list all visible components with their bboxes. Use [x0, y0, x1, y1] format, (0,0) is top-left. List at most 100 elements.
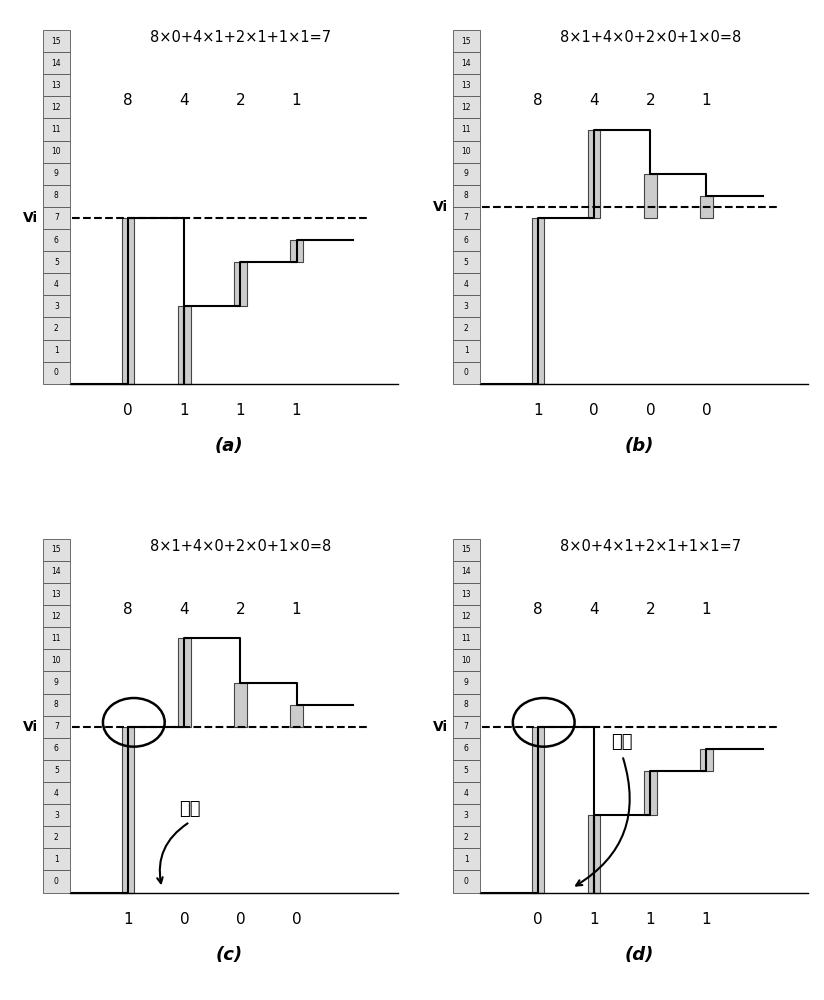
Bar: [43, 30, 70, 52]
Bar: [43, 694, 70, 716]
Bar: [43, 340, 70, 362]
Text: 13: 13: [52, 81, 61, 90]
Bar: [452, 229, 480, 251]
Bar: [234, 262, 246, 306]
Text: 7: 7: [464, 722, 469, 731]
Text: 1: 1: [292, 602, 302, 617]
Bar: [452, 804, 480, 826]
Text: 1: 1: [54, 346, 59, 355]
Bar: [43, 760, 70, 782]
Bar: [43, 207, 70, 229]
Text: 0: 0: [180, 912, 190, 927]
Bar: [43, 870, 70, 893]
Text: 1: 1: [292, 93, 302, 108]
Text: 5: 5: [54, 766, 59, 775]
Text: 10: 10: [52, 656, 61, 665]
Text: Vi: Vi: [23, 720, 39, 734]
Bar: [43, 273, 70, 295]
Text: 2: 2: [54, 833, 59, 842]
Bar: [452, 738, 480, 760]
Text: 12: 12: [461, 612, 471, 621]
Text: 8: 8: [124, 602, 133, 617]
Text: 6: 6: [54, 236, 59, 245]
Bar: [452, 96, 480, 118]
Text: 6: 6: [464, 744, 469, 753]
Text: 误判: 误判: [179, 800, 201, 818]
Text: 13: 13: [461, 590, 471, 599]
Text: 8: 8: [464, 191, 469, 200]
Text: 7: 7: [54, 722, 59, 731]
Bar: [452, 627, 480, 649]
Text: 1: 1: [124, 912, 133, 927]
Text: 2: 2: [645, 602, 655, 617]
Text: (c): (c): [216, 946, 243, 964]
Bar: [43, 362, 70, 384]
Bar: [43, 539, 70, 561]
Text: 5: 5: [54, 258, 59, 267]
Bar: [452, 317, 480, 340]
Text: 15: 15: [52, 37, 61, 46]
Bar: [452, 251, 480, 273]
Bar: [700, 196, 713, 218]
Bar: [43, 295, 70, 317]
Text: 8×1+4×0+2×0+1×0=8: 8×1+4×0+2×0+1×0=8: [559, 30, 741, 45]
Text: 12: 12: [52, 103, 61, 112]
Bar: [178, 306, 190, 384]
Text: 0: 0: [589, 403, 599, 418]
Text: 3: 3: [464, 302, 469, 311]
Bar: [452, 163, 480, 185]
Text: 1: 1: [702, 912, 711, 927]
Text: 3: 3: [54, 811, 59, 820]
Text: (d): (d): [625, 946, 653, 964]
Text: 9: 9: [54, 169, 59, 178]
Bar: [43, 738, 70, 760]
Text: 8×0+4×1+2×1+1×1=7: 8×0+4×1+2×1+1×1=7: [150, 30, 331, 45]
Bar: [290, 240, 302, 262]
Text: 4: 4: [589, 93, 599, 108]
Text: 14: 14: [52, 59, 61, 68]
Text: 15: 15: [461, 37, 471, 46]
Text: 5: 5: [464, 766, 469, 775]
Text: 4: 4: [464, 280, 469, 289]
Text: 6: 6: [54, 744, 59, 753]
Text: 8: 8: [533, 602, 543, 617]
Text: 9: 9: [54, 678, 59, 687]
Text: 1: 1: [180, 403, 190, 418]
Bar: [43, 74, 70, 96]
Text: 4: 4: [180, 93, 190, 108]
Text: 15: 15: [461, 545, 471, 554]
Text: 11: 11: [52, 634, 61, 643]
Bar: [43, 627, 70, 649]
Bar: [452, 848, 480, 870]
Text: 8: 8: [533, 93, 543, 108]
Text: 1: 1: [464, 855, 469, 864]
Text: 9: 9: [464, 678, 469, 687]
Text: 4: 4: [180, 602, 190, 617]
Text: 8: 8: [54, 191, 59, 200]
Text: 0: 0: [533, 912, 543, 927]
Bar: [588, 130, 601, 218]
Bar: [43, 185, 70, 207]
Text: 12: 12: [52, 612, 61, 621]
Text: (a): (a): [215, 437, 244, 455]
Text: 14: 14: [52, 567, 61, 576]
Text: 5: 5: [464, 258, 469, 267]
Text: 9: 9: [464, 169, 469, 178]
Text: 4: 4: [54, 280, 59, 289]
Bar: [644, 771, 657, 815]
Text: 1: 1: [645, 912, 655, 927]
Text: 1: 1: [236, 403, 246, 418]
Bar: [122, 727, 134, 893]
Text: 3: 3: [464, 811, 469, 820]
Text: Vi: Vi: [433, 720, 448, 734]
Text: 7: 7: [464, 213, 469, 222]
Bar: [452, 141, 480, 163]
Bar: [43, 848, 70, 870]
Text: 4: 4: [589, 602, 599, 617]
Text: 0: 0: [236, 912, 246, 927]
Bar: [452, 539, 480, 561]
Bar: [43, 317, 70, 340]
Bar: [452, 760, 480, 782]
Bar: [452, 870, 480, 893]
Bar: [43, 96, 70, 118]
